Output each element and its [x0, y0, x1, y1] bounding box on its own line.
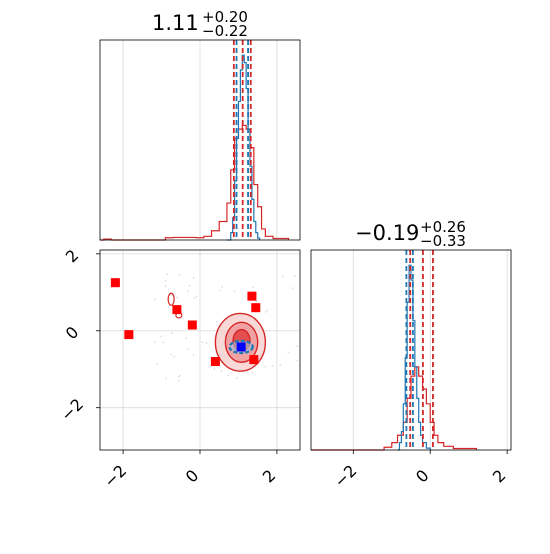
background-sample-point [164, 285, 167, 288]
background-sample-point [193, 297, 196, 300]
background-sample-point [291, 287, 294, 290]
title-bottom-right-sup: +0.26 [420, 218, 466, 236]
red-island-contour [167, 292, 175, 306]
background-sample-point [187, 290, 190, 293]
title-bottom-right-main: −0.19 [355, 221, 419, 245]
background-sample-point [185, 337, 188, 340]
background-sample-point [166, 273, 169, 275]
title-top-left-main: 1.11 [152, 11, 199, 35]
hist-bottom-right-x-tick-label: 2 [489, 466, 510, 487]
background-sample-point [188, 284, 191, 287]
background-sample-point [266, 309, 269, 312]
background-sample-point [170, 353, 173, 356]
background-sample-point [173, 355, 176, 358]
background-sample-point [192, 354, 195, 357]
background-sample-point [221, 285, 224, 288]
background-sample-point [215, 320, 218, 323]
background-sample-point [177, 379, 180, 382]
background-sample-point [171, 332, 173, 334]
background-sample-point [271, 365, 274, 367]
red-square-marker [110, 278, 120, 288]
background-sample-point [195, 295, 198, 298]
background-sample-point [281, 275, 284, 278]
background-sample-point [156, 363, 159, 366]
background-sample-point [296, 359, 299, 362]
hist-top-left-frame [99, 39, 301, 241]
background-sample-point [296, 344, 299, 347]
background-sample-point [220, 370, 223, 372]
background-sample-point [265, 310, 267, 313]
background-sample-point [175, 296, 178, 299]
background-sample-point [287, 351, 290, 354]
scatter-y-tick-label: 2 [62, 246, 83, 267]
hist-top-left-hist-series-1 [226, 54, 261, 241]
scatter-x-tick-label: 0 [182, 466, 203, 487]
scatter-y-tick-label: −2 [57, 395, 87, 425]
background-sample-point [213, 368, 216, 370]
background-sample-point [255, 300, 258, 303]
background-sample-point [246, 370, 249, 373]
background-sample-point [227, 374, 229, 377]
title-top-left-sub: −0.22 [202, 22, 248, 40]
background-sample-point [178, 273, 181, 276]
background-sample-point [264, 365, 267, 368]
background-sample-point [279, 364, 282, 366]
red-square-marker [124, 330, 134, 340]
background-sample-point [205, 342, 208, 344]
background-sample-point [192, 276, 195, 279]
scatter-y-tick-label: 0 [62, 323, 83, 344]
scatter-x-tick-label: 2 [259, 466, 280, 487]
background-sample-point [154, 298, 157, 301]
scatter-x-tick-label: −2 [100, 461, 130, 491]
background-sample-point [187, 347, 190, 350]
red-square-marker [210, 357, 220, 367]
background-sample-point [164, 280, 167, 282]
red-square-marker [251, 303, 261, 313]
red-square-marker [187, 320, 197, 330]
background-sample-point [179, 374, 182, 377]
background-sample-point [218, 289, 221, 292]
background-sample-point [162, 341, 165, 344]
hist-top-left-hist-series-0 [100, 124, 290, 241]
hist-bottom-right-hist-series-0 [311, 366, 477, 451]
background-sample-point [233, 290, 236, 293]
hist-bottom-right-hist-series-1 [397, 264, 431, 451]
title-bottom-right: −0.19 +0.26 −0.33 [355, 218, 466, 250]
background-sample-point [178, 375, 181, 378]
background-sample-point [251, 371, 254, 374]
background-sample-point [201, 341, 204, 344]
title-bottom-right-sub: −0.33 [420, 232, 466, 250]
background-sample-point [251, 286, 254, 289]
blue-square-marker [236, 342, 246, 352]
background-sample-point [153, 341, 156, 343]
red-square-marker [249, 355, 259, 365]
hist-bottom-right-x-tick-label: 0 [412, 466, 433, 487]
background-sample-point [160, 335, 162, 338]
hist-bottom-right-frame [310, 249, 512, 451]
title-top-left-sup: +0.20 [202, 8, 248, 26]
red-square-marker [172, 305, 182, 315]
background-sample-point [165, 377, 168, 380]
title-top-left: 1.11 +0.20 −0.22 [152, 8, 248, 40]
background-sample-point [236, 377, 238, 380]
hist-bottom-right-x-tick-label: −2 [330, 461, 360, 491]
red-square-marker [247, 291, 257, 301]
background-sample-point [293, 275, 296, 278]
